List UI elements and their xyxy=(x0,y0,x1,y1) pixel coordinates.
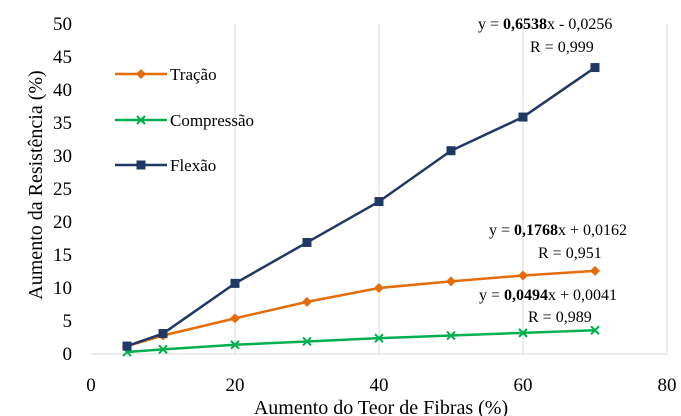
data-point xyxy=(374,283,384,293)
legend-swatch-marker xyxy=(136,115,146,125)
equation-text: y = 0,0494x + 0,0041 xyxy=(479,287,617,304)
data-point xyxy=(158,329,168,339)
data-point xyxy=(518,112,528,122)
y-axis-title: Aumento da Resistência (%) xyxy=(25,70,47,299)
legend-label: Compressão xyxy=(170,111,254,130)
data-point xyxy=(230,278,240,288)
data-point xyxy=(590,63,600,73)
legend-swatch-marker xyxy=(136,160,146,170)
grid-lines xyxy=(234,24,668,354)
series-lines xyxy=(122,63,600,357)
y-tick-label: 20 xyxy=(53,212,72,233)
r-value-text: R = 0,989 xyxy=(528,309,592,326)
equation-text: y = 0,6538x - 0,0256 xyxy=(478,16,612,33)
data-point xyxy=(590,265,600,276)
y-tick-label: 25 xyxy=(53,179,72,200)
trendline-equation: y = 0,1768x + 0,0162 R = 0,951 xyxy=(489,222,627,262)
data-point xyxy=(158,344,168,355)
x-tick-label: 80 xyxy=(658,375,677,396)
legend: Tração Compressão Flexão xyxy=(115,65,254,175)
r-value-text: R = 0,999 xyxy=(530,39,594,56)
trendline-equation: y = 0,0494x + 0,0041 R = 0,989 xyxy=(479,287,617,326)
data-point xyxy=(590,325,600,335)
series-line xyxy=(126,66,596,348)
y-tick-label: 30 xyxy=(53,146,72,167)
data-point xyxy=(374,197,384,207)
axes: 0 20 40 60 80 0 5 10 15 20 25 30 35 40 45 50 xyxy=(53,14,677,396)
y-tick-label: 0 xyxy=(63,344,73,365)
data-point xyxy=(446,330,456,341)
legend-entry: Tração xyxy=(115,65,217,84)
trendline-equation: y = 0,6538x - 0,0256 R = 0,999 xyxy=(478,16,612,56)
y-tick-label: 15 xyxy=(53,245,72,266)
data-point xyxy=(518,270,528,281)
data-point xyxy=(518,328,528,338)
y-tick-label: 35 xyxy=(53,113,72,134)
y-tick-label: 45 xyxy=(53,47,72,68)
data-point xyxy=(446,146,456,156)
data-point xyxy=(122,341,132,351)
legend-label: Tração xyxy=(170,65,217,84)
data-point xyxy=(230,340,240,350)
legend-swatch-marker xyxy=(136,69,146,79)
trendline-annotations: y = 0,6538x - 0,0256 R = 0,999 y = 0,1768x… xyxy=(478,16,627,326)
x-tick-label: 0 xyxy=(86,375,96,396)
series-square xyxy=(122,63,600,351)
y-tick-label: 5 xyxy=(63,311,73,332)
r-value-text: R = 0,951 xyxy=(538,245,602,262)
y-tick-label: 10 xyxy=(53,278,72,299)
legend-entry: Flexão xyxy=(115,156,216,175)
data-point xyxy=(446,276,456,287)
data-point xyxy=(302,336,312,347)
x-tick-label: 60 xyxy=(514,375,533,396)
x-tick-label: 40 xyxy=(370,375,389,396)
series-x xyxy=(122,325,600,357)
y-tick-label: 50 xyxy=(53,14,72,35)
series-line xyxy=(126,269,596,348)
x-tick-label: 20 xyxy=(226,375,245,396)
data-point xyxy=(230,313,240,324)
equation-text: y = 0,1768x + 0,0162 xyxy=(489,222,627,239)
series-line xyxy=(126,328,596,354)
legend-label: Flexão xyxy=(170,156,216,175)
y-tick-label: 40 xyxy=(53,80,72,101)
legend-entry: Compressão xyxy=(115,111,254,130)
x-axis-title: Aumento do Teor de Fibras (%) xyxy=(254,397,508,416)
data-point xyxy=(302,237,312,247)
data-point xyxy=(302,296,312,307)
data-point xyxy=(374,333,384,343)
